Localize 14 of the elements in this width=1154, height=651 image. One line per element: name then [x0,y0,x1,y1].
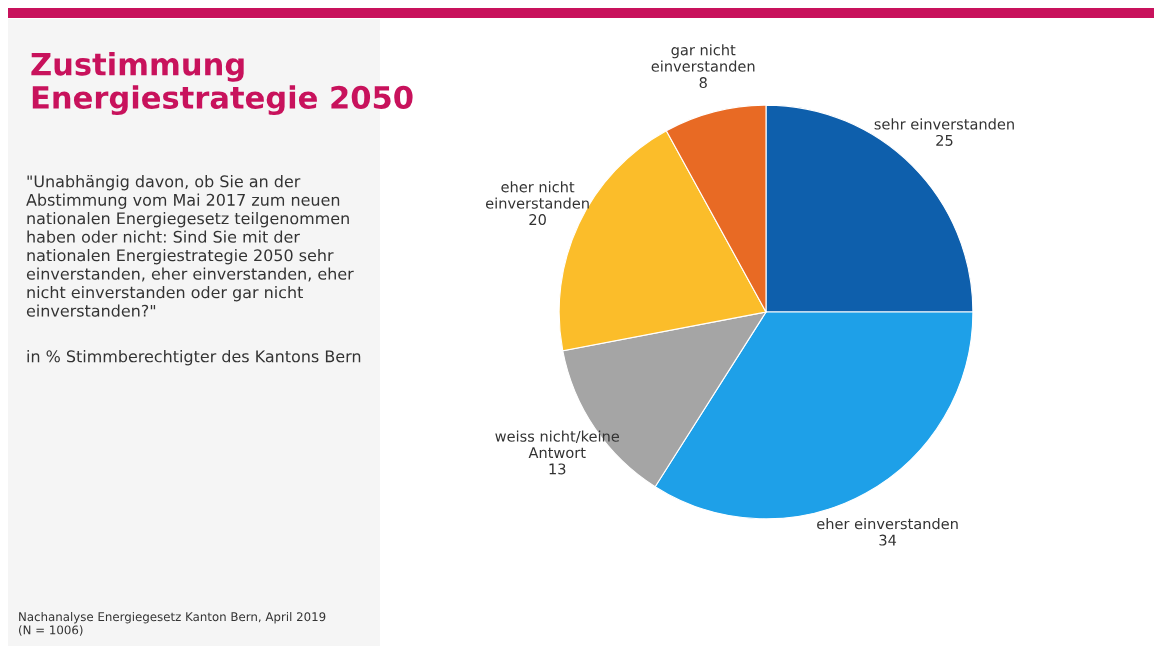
slice-label: eher einverstanden [817,517,958,530]
slice-label: sehr einverstanden [874,118,1014,130]
text: "Unabhängig davon, ob Sie an der Abstimmung vom Mai 2017 zum neuen nationalen Energiegesetz teilgenommen haben oder nicht: Sind Sie mit der nationalen Energiestrategie 2050 sehr einverstanden, eher einverstanden, eher nicht einverstanden oder gar nicht einverstanden?" [26,175,354,317]
slice-label: gar nicht einverstanden [651,44,755,72]
data-label: 13 [549,463,566,475]
data-label: 20 [529,214,546,226]
text: Zustimmung Energiestrategie 2050 [31,52,413,116]
text: Nachanalyse Energiegesetz Kanton Bern, April 2019 (N = 1006) [19,612,326,636]
data-label: 25 [936,134,953,146]
text: in % Stimmberechtigter des Kantons Bern [27,350,361,366]
data-label: 34 [879,534,897,546]
slice-label: eher nicht einverstanden [486,181,589,209]
slice-label: weiss nicht/keine Antwort [495,430,620,459]
data-label: 8 [699,77,707,89]
